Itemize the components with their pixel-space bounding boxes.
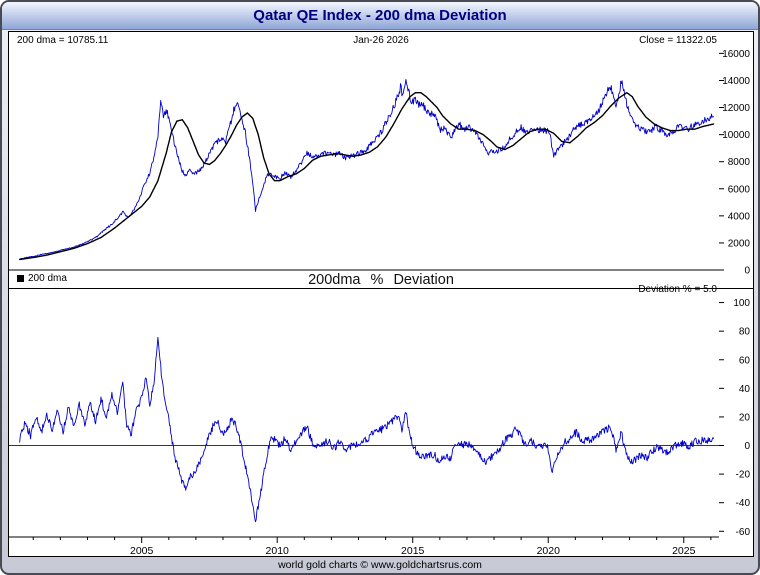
legend: 200 dma <box>17 273 67 284</box>
x-tick-label: 2015 <box>401 545 425 556</box>
chart-svg: 0 2000 4000 6000 8000 10000 12000 14000 16000 -60… <box>9 49 753 556</box>
deviation-y-tick-label: -40 <box>736 498 751 509</box>
x-tick-label: 2005 <box>130 545 154 556</box>
price-y-tick-label: 10000 <box>722 130 750 141</box>
deviation--line <box>19 336 715 523</box>
deviation-y-tick-label: 40 <box>739 384 751 395</box>
price-y-tick-label: 16000 <box>722 49 750 60</box>
legend-swatch-icon <box>17 275 24 282</box>
deviation-y-tick-label: 20 <box>739 412 751 423</box>
close-value-label: Close = 11322.05 <box>639 35 717 46</box>
deviation-y-tick-label: 0 <box>744 441 750 452</box>
x-tick-label: 2010 <box>266 545 290 556</box>
price-y-tick-label: 0 <box>744 266 750 277</box>
deviation-value-label: Deviation % = 5.0 <box>638 284 717 295</box>
legend-label: 200 dma <box>28 273 67 284</box>
price-y-tick-label: 14000 <box>722 76 750 87</box>
price-y-tick-label: 12000 <box>722 103 750 114</box>
window-title: Qatar QE Index - 200 dma Deviation <box>253 7 507 24</box>
qe-index-line <box>19 79 715 260</box>
footer-credit: world gold charts © www.goldchartsrus.co… <box>278 559 482 571</box>
price-y-tick-label: 8000 <box>728 157 751 168</box>
deviation-y-tick-label: 80 <box>739 327 751 338</box>
title-bar: Qatar QE Index - 200 dma Deviation <box>2 2 758 30</box>
price-y-tick-label: 6000 <box>728 184 751 195</box>
x-tick-label: 2020 <box>537 545 561 556</box>
dma-value-label: 200 dma = 10785.11 <box>17 35 109 46</box>
chart-container: 0 2000 4000 6000 8000 10000 12000 14000 16000 -60… <box>8 31 754 557</box>
date-label: Jan-26 2026 <box>353 35 409 46</box>
200-dma-line <box>19 92 715 261</box>
deviation-y-tick-label: -60 <box>736 527 751 538</box>
price-y-tick-label: 2000 <box>728 238 751 249</box>
deviation-y-tick-label: 100 <box>733 298 750 309</box>
price-y-tick-label: 4000 <box>728 211 751 222</box>
deviation-y-tick-label: 60 <box>739 355 751 366</box>
x-tick-label: 2025 <box>672 545 696 556</box>
deviation-panel-title: 200dma % Deviation <box>308 272 454 288</box>
deviation-y-tick-label: -20 <box>736 470 751 481</box>
